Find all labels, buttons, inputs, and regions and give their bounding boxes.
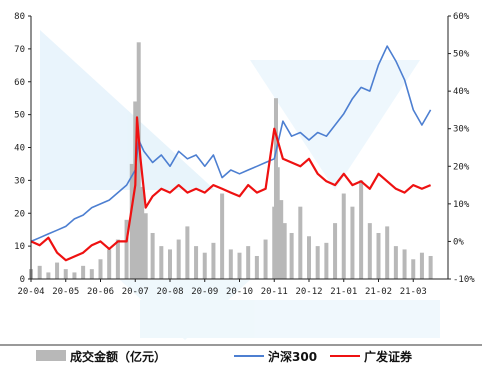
- lines-layer: [30, 45, 432, 262]
- volume-bar: [419, 252, 424, 279]
- volume-bar: [237, 252, 242, 279]
- volume-bar: [185, 226, 190, 279]
- x-tick-label: 20-06: [87, 287, 114, 297]
- volume-bar: [411, 259, 416, 279]
- left-tick-label: 30: [14, 176, 25, 186]
- right-tick-label: 0%: [453, 237, 464, 247]
- left-tick-label: 50: [14, 111, 25, 121]
- right-tick-label: 40%: [453, 87, 470, 97]
- right-tick-label: 60%: [453, 12, 470, 22]
- volume-bar: [315, 246, 320, 279]
- volume-bar: [89, 269, 94, 279]
- volume-bar: [168, 249, 172, 279]
- axes-layer: 0 10 20 30 40 50 60 70 80 -10% 0% 10% 20% 30% 40% 50% 60…: [14, 12, 475, 297]
- right-tick-label: 50%: [453, 50, 470, 60]
- x-tick-label: 20-10: [226, 287, 253, 297]
- legend-label: 沪深300: [268, 349, 317, 364]
- left-tick-label: 80: [14, 12, 25, 22]
- volume-bar: [55, 262, 60, 279]
- x-tick-label: 21-03: [400, 287, 427, 297]
- x-tick-label: 20-12: [295, 287, 322, 297]
- x-tick-label: 21-01: [330, 287, 357, 297]
- volume-bar: [150, 232, 155, 279]
- bars-layer: [29, 42, 433, 279]
- volume-bar: [307, 236, 311, 279]
- x-tick-label: 20-08: [156, 287, 183, 297]
- volume-bar: [81, 265, 86, 279]
- gf-securities-line: [30, 116, 432, 262]
- volume-bar: [72, 272, 77, 279]
- volume-bar: [282, 223, 287, 279]
- volume-bar: [98, 259, 103, 279]
- volume-bar: [202, 252, 207, 279]
- x-tick-label: 20-09: [191, 287, 218, 297]
- volume-bar: [359, 180, 364, 279]
- volume-bar: [298, 206, 303, 279]
- legend-label: 广发证券: [364, 349, 413, 364]
- csi300-line: [30, 45, 432, 243]
- volume-bar: [402, 249, 407, 279]
- volume-bar: [289, 232, 294, 279]
- x-tick-label: 20-07: [122, 287, 149, 297]
- volume-bar: [124, 219, 129, 279]
- left-tick-label: 70: [14, 45, 25, 55]
- volume-bar: [46, 272, 51, 279]
- legend-bar-swatch: [36, 350, 66, 361]
- volume-bar: [428, 255, 433, 279]
- right-tick-label: 30%: [453, 125, 470, 135]
- volume-bar: [350, 206, 355, 279]
- volume-bar: [63, 269, 68, 279]
- right-tick-label: 20%: [453, 162, 470, 172]
- volume-bar: [341, 193, 346, 279]
- volume-bar: [246, 246, 251, 279]
- volume-bar: [211, 242, 216, 279]
- x-tick-label: 20-11: [261, 287, 288, 297]
- right-tick-label: 10%: [453, 200, 470, 210]
- legend-label: 成交金额（亿元）: [70, 349, 166, 364]
- volume-bar: [367, 223, 372, 279]
- x-tick-label: 21-02: [365, 287, 392, 297]
- volume-bar: [275, 167, 280, 279]
- volume-bar: [263, 239, 268, 279]
- volume-bar: [333, 223, 338, 279]
- watermark: [40, 30, 440, 340]
- volume-bar: [176, 239, 181, 279]
- volume-bar: [324, 242, 329, 279]
- legend: 成交金额（亿元） 沪深300 广发证券: [0, 344, 482, 364]
- left-tick-label: 20: [14, 209, 25, 219]
- x-tick-label: 20-05: [52, 287, 79, 297]
- left-tick-label: 40: [14, 144, 25, 154]
- right-tick-label: -10%: [453, 275, 475, 285]
- volume-bar: [376, 232, 381, 279]
- volume-bar: [279, 200, 284, 279]
- volume-bar: [107, 249, 112, 279]
- volume-bar: [393, 246, 398, 279]
- volume-bar: [159, 246, 164, 279]
- left-tick-label: 0: [20, 275, 25, 285]
- volume-bar: [194, 246, 199, 279]
- volume-bar: [254, 255, 259, 279]
- volume-bar: [143, 213, 148, 279]
- volume-bar: [129, 163, 134, 279]
- volume-bar: [115, 239, 120, 279]
- left-tick-label: 10: [14, 242, 25, 252]
- volume-bar: [220, 193, 225, 279]
- x-tick-label: 20-04: [17, 287, 44, 297]
- volume-bar: [140, 186, 145, 279]
- volume-bar: [385, 226, 390, 279]
- volume-bar: [228, 249, 233, 279]
- volume-bar: [136, 42, 141, 279]
- volume-bar: [37, 265, 42, 279]
- left-tick-label: 60: [14, 78, 25, 88]
